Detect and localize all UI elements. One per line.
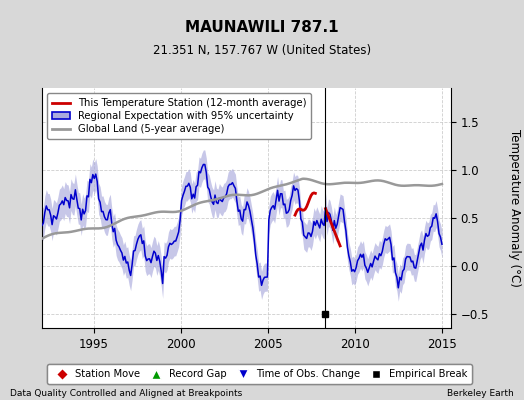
Text: MAUNAWILI 787.1: MAUNAWILI 787.1 — [185, 20, 339, 35]
Y-axis label: Temperature Anomaly (°C): Temperature Anomaly (°C) — [508, 129, 521, 287]
Legend: Station Move, Record Gap, Time of Obs. Change, Empirical Break: Station Move, Record Gap, Time of Obs. C… — [47, 364, 472, 384]
Text: Data Quality Controlled and Aligned at Breakpoints: Data Quality Controlled and Aligned at B… — [10, 389, 243, 398]
Text: 21.351 N, 157.767 W (United States): 21.351 N, 157.767 W (United States) — [153, 44, 371, 57]
Text: Berkeley Earth: Berkeley Earth — [447, 389, 514, 398]
